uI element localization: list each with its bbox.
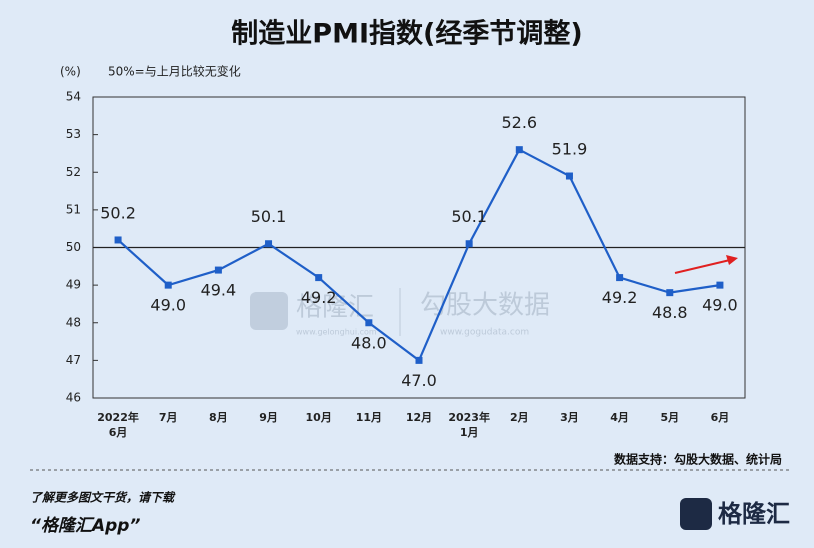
marker <box>114 236 122 244</box>
marker <box>515 146 523 154</box>
watermark-url: www.gelonghui.com <box>296 328 377 337</box>
data-label: 49.0 <box>150 296 186 315</box>
y-tick-label: 51 <box>66 202 81 216</box>
watermark: 格隆汇 www.gelonghui.com 勾股大数据 www.gogudata… <box>250 288 550 338</box>
y-tick-label: 52 <box>66 165 81 179</box>
watermark-brand: 格隆汇 <box>296 293 374 323</box>
source: 数据支持：勾股大数据、统计局 <box>614 452 782 467</box>
marker <box>716 281 724 289</box>
x-tick-label: 7月 <box>159 411 178 424</box>
x-tick-label: 9月 <box>259 411 278 424</box>
marker <box>465 240 473 248</box>
chart-title: 制造业PMI指数(经季节调整) <box>231 18 582 50</box>
data-label: 48.8 <box>652 303 688 322</box>
data-label: 49.4 <box>201 281 237 300</box>
data-label: 52.6 <box>501 113 537 132</box>
marker <box>565 172 573 180</box>
y-tick-label: 49 <box>66 278 81 292</box>
logo-icon <box>680 498 712 530</box>
y-tick-label: 50 <box>66 240 81 254</box>
data-label: 49.2 <box>301 288 337 307</box>
x-tick-label: 11月 <box>356 411 382 424</box>
marker <box>415 356 423 364</box>
y-tick-label: 54 <box>66 90 81 104</box>
data-label: 49.2 <box>602 288 638 307</box>
data-label: 50.1 <box>251 207 287 226</box>
annotation: 50%=与上月比较无变化 <box>108 64 241 79</box>
marker <box>365 319 373 327</box>
x-tick-label: 2023年 1月 <box>448 410 490 439</box>
logo-text: 格隆汇 <box>718 500 790 528</box>
data-label: 49.0 <box>702 296 738 315</box>
marker <box>164 281 172 289</box>
watermark-partner-url: www.gogudata.com <box>440 328 529 338</box>
x-tick-label: 4月 <box>610 411 629 424</box>
y-tick-label: 53 <box>66 127 81 141</box>
x-tick-label: 6月 <box>711 411 730 424</box>
marker <box>315 274 323 282</box>
marker <box>666 289 674 297</box>
marker <box>265 240 273 248</box>
footer-prompt: 了解更多图文干货，请下载 <box>30 491 176 505</box>
watermark-partner: 勾股大数据 <box>420 291 550 321</box>
data-label: 51.9 <box>552 140 588 159</box>
trend-arrow <box>674 259 731 274</box>
y-tick-label: 47 <box>66 353 81 367</box>
x-tick-label: 5月 <box>660 411 679 424</box>
data-label: 47.0 <box>401 371 437 390</box>
data-label: 48.0 <box>351 333 387 352</box>
data-label: 50.1 <box>451 207 487 226</box>
x-tick-label: 2022年 6月 <box>97 410 139 439</box>
footer-app: “格隆汇App” <box>30 516 140 536</box>
x-tick-label: 2月 <box>510 411 529 424</box>
x-tick-label: 12月 <box>406 411 432 424</box>
y-tick-label: 48 <box>66 315 81 329</box>
trend-arrowhead <box>726 255 738 265</box>
x-tick-label: 8月 <box>209 411 228 424</box>
y-unit: (%) <box>60 65 81 79</box>
x-tick-label: 10月 <box>306 411 332 424</box>
data-label: 50.2 <box>100 203 136 222</box>
marker <box>616 274 624 282</box>
y-tick-label: 46 <box>66 391 81 405</box>
x-tick-label: 3月 <box>560 411 579 424</box>
marker <box>214 266 222 274</box>
watermark-icon <box>250 292 288 330</box>
